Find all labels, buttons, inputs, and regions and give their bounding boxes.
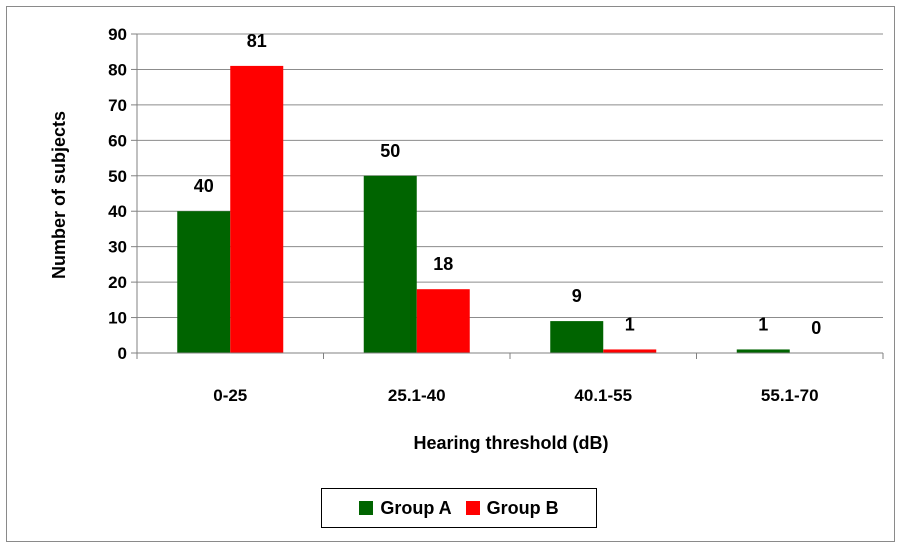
bar-group-b: [603, 349, 657, 353]
bar-group-b: [416, 289, 470, 353]
data-label: 1: [625, 314, 635, 334]
data-label: 1: [758, 314, 768, 334]
y-tick-label: 40: [108, 202, 127, 221]
legend: Group A Group B: [321, 488, 597, 528]
y-tick-label: 80: [108, 60, 127, 79]
bar-group-b: [230, 65, 284, 354]
y-tick-label: 60: [108, 131, 127, 150]
x-tick-label: 25.1-40: [388, 386, 446, 405]
bar-group-a: [736, 349, 790, 353]
y-tick-label: 50: [108, 167, 127, 186]
x-tick-label: 55.1-70: [761, 386, 819, 405]
data-label: 50: [380, 141, 400, 161]
data-label: 0: [811, 318, 821, 338]
legend-label-group-b: Group B: [486, 497, 559, 518]
y-tick-label: 90: [108, 25, 127, 44]
y-tick-label: 20: [108, 273, 127, 292]
data-label: 40: [194, 176, 214, 196]
bar-group-a: [550, 321, 604, 353]
y-axis-title: Number of subjects: [49, 111, 69, 279]
bar-group-a: [363, 175, 417, 353]
x-tick-label: 0-25: [213, 386, 247, 405]
bars: [177, 65, 790, 354]
bar-group-a: [177, 211, 231, 353]
data-label: 9: [572, 286, 582, 306]
x-axis-title: Hearing threshold (dB): [413, 433, 608, 453]
legend-item-group-a: Group A: [359, 497, 452, 519]
legend-swatch-group-b: [465, 501, 480, 515]
y-tick-label: 70: [108, 96, 127, 115]
x-tick-label: 40.1-55: [574, 386, 632, 405]
y-tick-label: 30: [108, 238, 127, 257]
legend-swatch-group-a: [359, 501, 374, 515]
data-labels: 40 81 50 18 9 1 1 0: [194, 31, 822, 338]
data-label: 18: [433, 254, 453, 274]
legend-item-group-b: Group B: [465, 497, 559, 519]
legend-label-group-a: Group A: [380, 497, 452, 518]
chart-frame: [6, 6, 895, 542]
y-tick-label: 0: [118, 344, 127, 363]
data-label: 81: [247, 31, 267, 51]
y-tick-label: 10: [108, 309, 127, 328]
